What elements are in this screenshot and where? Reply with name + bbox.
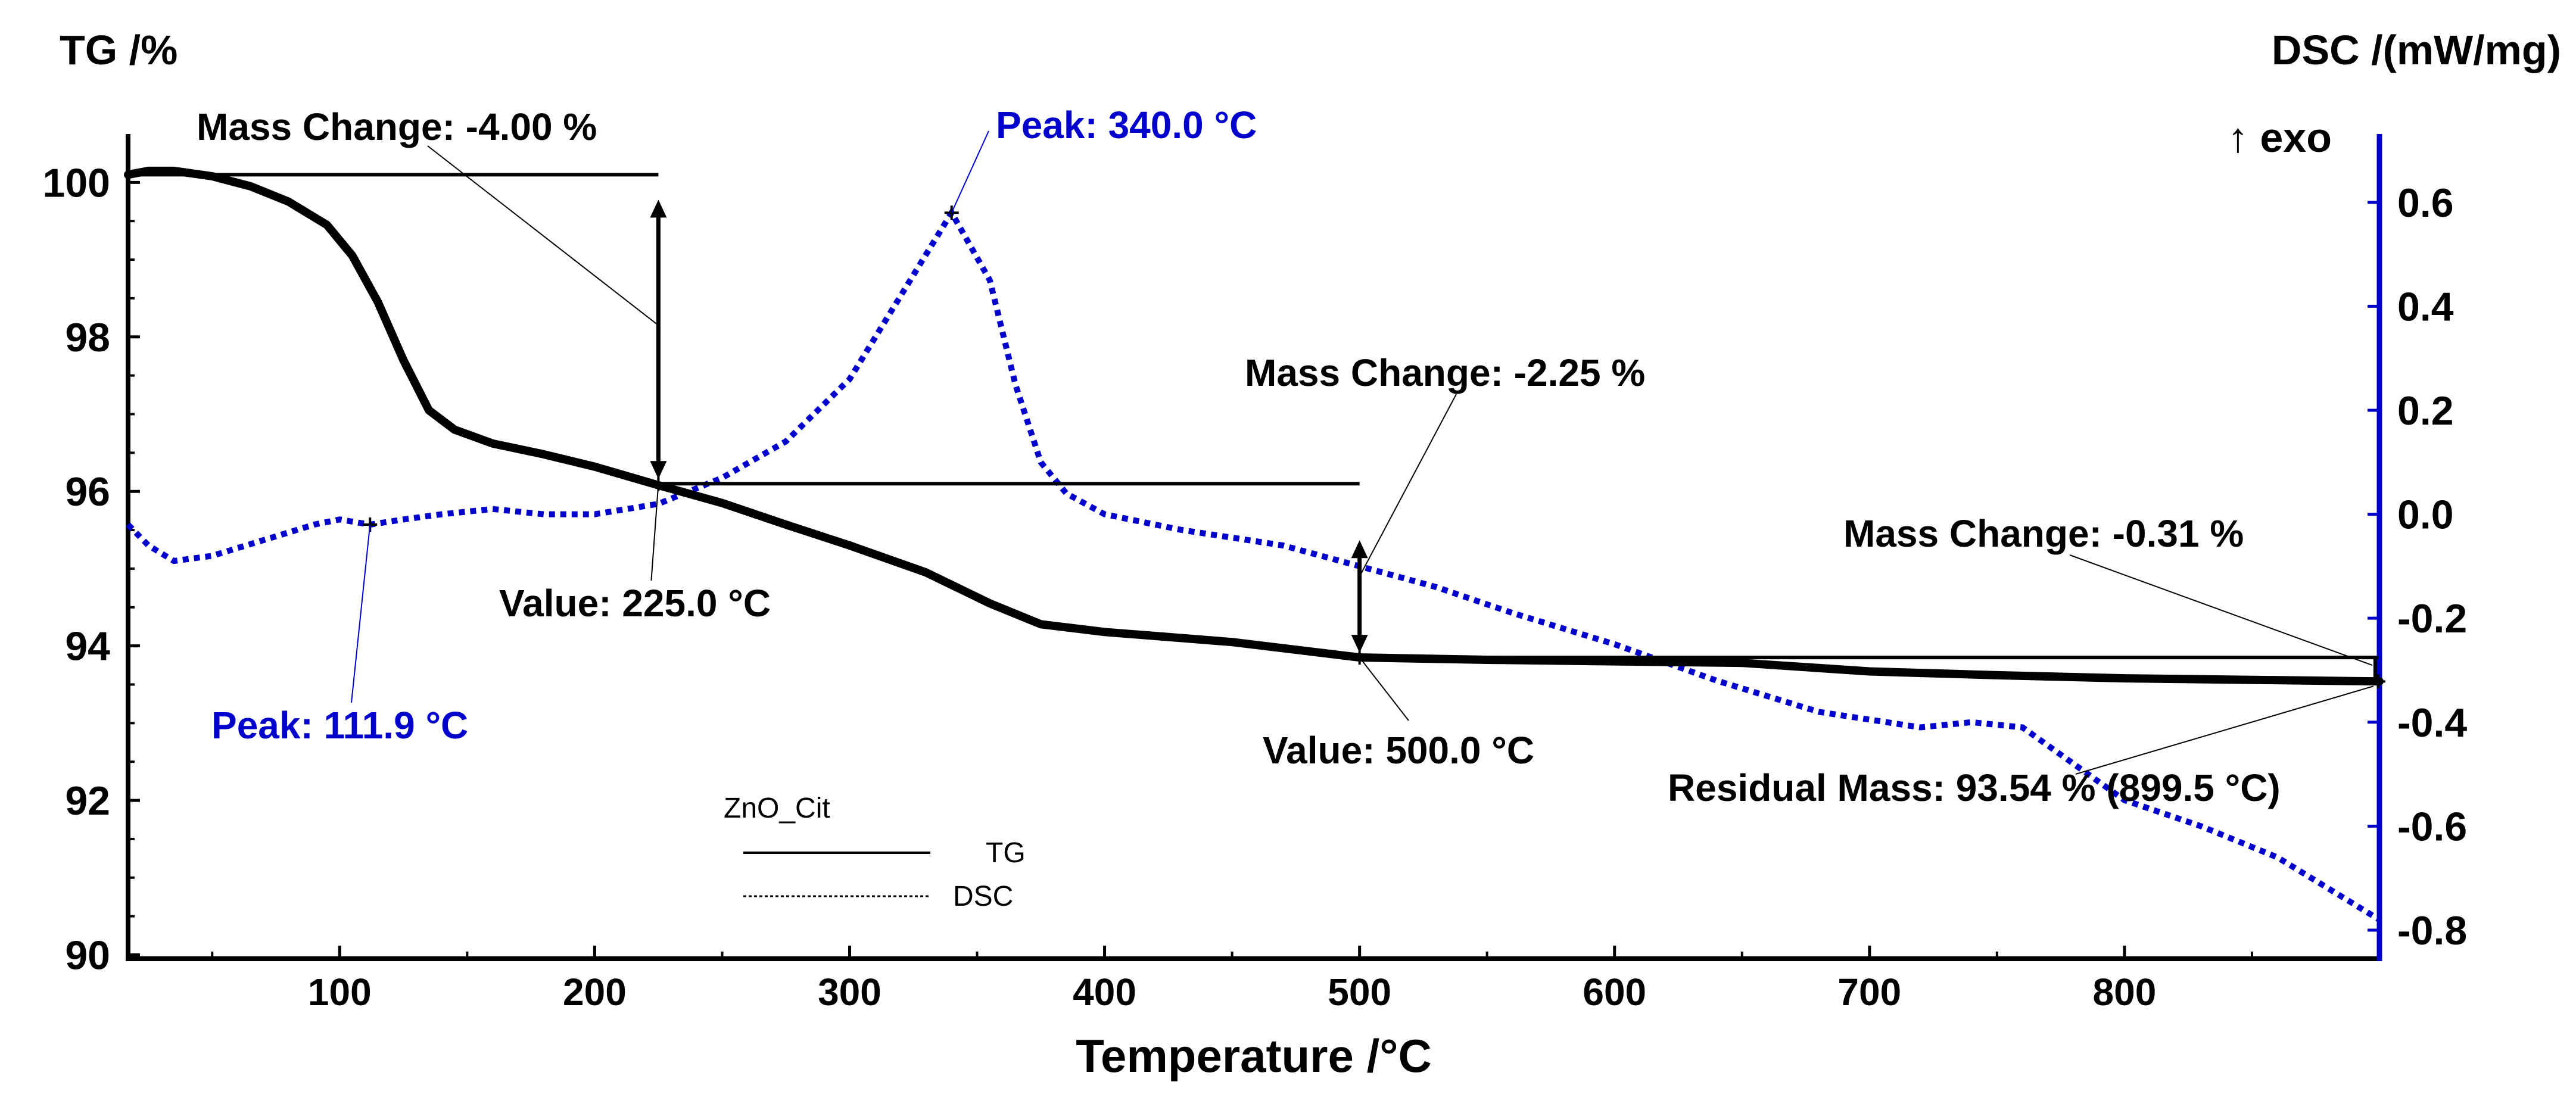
annotation-lines — [128, 130, 2385, 775]
mass-change-1-leader — [427, 145, 659, 326]
right-y-tick-label: -0.8 — [2397, 908, 2467, 953]
mass-change-2-arrow-head-top — [1351, 540, 1368, 559]
dsc-series-line — [126, 207, 2381, 922]
peak-label-111: Peak: 111.9 °C — [211, 704, 468, 747]
x-tick-label: 200 — [563, 971, 627, 1014]
x-tick-label: 600 — [1583, 971, 1646, 1014]
left-y-tick-label: 94 — [65, 624, 110, 669]
tg-series-line — [124, 166, 2384, 686]
mass-change-1-arrow-head-top — [650, 199, 667, 218]
x-tick-label: 700 — [1837, 971, 1901, 1014]
right-y-axis-title: DSC /(mW/mg) — [2272, 27, 2561, 73]
right-y-tick-label: 0.6 — [2397, 180, 2454, 226]
mass-change-label-2: Mass Change: -2.25 % — [1245, 351, 1645, 394]
exo-direction-label: ↑ exo — [2228, 114, 2332, 161]
right-y-tick-label: 0.4 — [2397, 284, 2454, 329]
left-y-tick-label: 90 — [65, 933, 110, 978]
mass-change-2-leader — [1359, 394, 1457, 577]
legend: ZnO_Cit TG DSC — [724, 793, 1026, 912]
x-tick-label: 500 — [1328, 971, 1391, 1014]
legend-tg-label: TG — [986, 837, 1026, 869]
left-y-tick-label: 96 — [65, 469, 110, 514]
peak-340-leader — [951, 130, 989, 213]
mass-change-3-leader — [2069, 554, 2373, 666]
right-y-tick-label: -0.6 — [2397, 804, 2467, 849]
left-y-tick-label: 100 — [43, 160, 110, 205]
left-y-tick-label: 98 — [65, 315, 110, 360]
residual-mass-leader — [2075, 685, 2374, 775]
legend-dsc-label: DSC — [953, 881, 1013, 912]
right-y-tick-label: -0.4 — [2397, 700, 2467, 746]
legend-title: ZnO_Cit — [724, 793, 830, 824]
peak-label-340: Peak: 340.0 °C — [996, 104, 1257, 146]
value-500-leader — [1359, 657, 1409, 721]
value-label-225: Value: 225.0 °C — [499, 582, 771, 625]
x-tick-labels: 100 200 300 400 500 600 700 800 — [308, 971, 2156, 1014]
x-tick-label: 800 — [2093, 971, 2157, 1014]
left-y-tick-label: 92 — [65, 778, 110, 824]
right-y-tick-label: -0.2 — [2397, 596, 2467, 641]
right-y-tick-label: 0.2 — [2397, 388, 2454, 434]
mass-change-1-arrow-head-bottom — [650, 461, 667, 479]
value-225-leader — [650, 484, 659, 581]
x-tick-label: 100 — [308, 971, 372, 1014]
x-axis-title: Temperature /°C — [1076, 1030, 1432, 1082]
left-y-tick-labels: 90 92 94 96 98 100 — [43, 160, 111, 978]
residual-mass-label: Residual Mass: 93.54 % (899.5 °C) — [1668, 766, 2281, 809]
mass-change-label-1: Mass Change: -4.00 % — [197, 105, 597, 148]
left-y-axis-title: TG /% — [60, 27, 177, 73]
value-label-500: Value: 500.0 °C — [1263, 729, 1534, 772]
mass-change-label-3: Mass Change: -0.31 % — [1843, 512, 2244, 555]
right-y-tick-labels: -0.8 -0.6 -0.4 -0.2 0.0 0.2 0.4 0.6 — [2397, 180, 2467, 953]
x-tick-label: 400 — [1073, 971, 1136, 1014]
x-tick-label: 300 — [818, 971, 881, 1014]
mass-change-2-arrow-head-bottom — [1351, 635, 1368, 653]
right-y-tick-label: 0.0 — [2397, 492, 2454, 538]
peak-111-leader — [351, 524, 371, 703]
